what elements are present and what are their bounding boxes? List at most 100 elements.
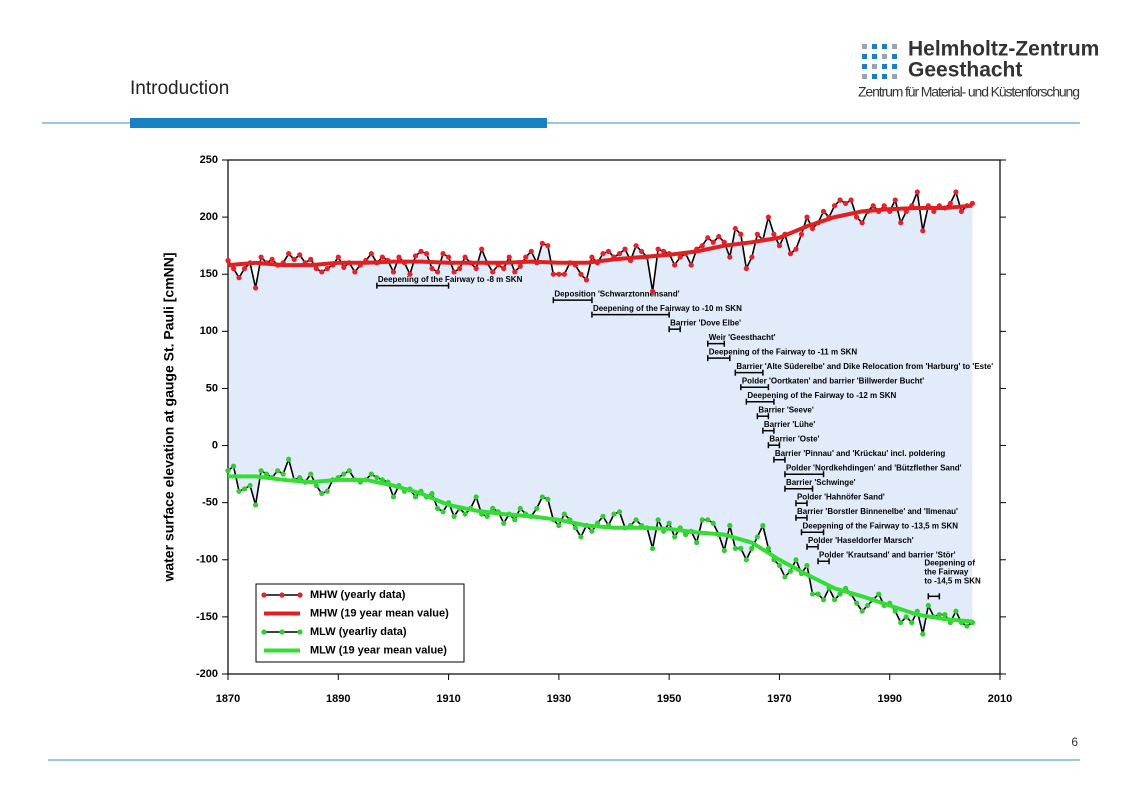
series-marker xyxy=(578,534,584,540)
series-marker xyxy=(561,271,567,277)
legend-label: MLW (yearliy data) xyxy=(310,626,407,638)
legend-marker xyxy=(297,629,303,635)
series-marker xyxy=(798,231,805,237)
series-marker xyxy=(743,557,749,563)
annotation-label: Deposition 'Schwarztonnensand' xyxy=(554,289,679,298)
x-tick-label: 2010 xyxy=(988,693,1012,705)
series-marker xyxy=(605,248,612,254)
series-marker xyxy=(942,612,948,618)
series-marker xyxy=(528,248,534,254)
series-marker xyxy=(230,265,237,272)
series-marker xyxy=(953,608,959,614)
series-marker xyxy=(655,246,661,252)
legend-label: MLW (19 year mean value) xyxy=(310,644,447,656)
legend-marker xyxy=(279,592,285,598)
series-marker xyxy=(412,494,419,500)
logo-text: Helmholtz-Zentrum xyxy=(908,38,1099,61)
series-marker xyxy=(694,540,700,546)
series-marker xyxy=(837,591,843,597)
logo-dot xyxy=(892,54,897,59)
series-marker xyxy=(346,468,352,474)
series-marker xyxy=(776,562,783,569)
series-marker xyxy=(771,231,777,237)
annotation-label: Barrier 'Dove Elbe' xyxy=(670,318,741,327)
series-marker xyxy=(457,265,463,272)
annotation-label: Polder 'Nordkehdingen' and 'Bützflether … xyxy=(786,463,962,472)
series-marker xyxy=(727,522,733,529)
series-marker xyxy=(903,614,909,620)
series-marker xyxy=(837,197,843,203)
series-marker xyxy=(556,522,562,529)
logo-dot xyxy=(872,64,877,69)
legend-label: MHW (19 year mean value) xyxy=(310,607,449,619)
series-marker xyxy=(710,520,716,526)
series-marker xyxy=(517,505,523,511)
series-marker xyxy=(622,246,628,252)
series-marker xyxy=(324,488,330,494)
series-marker xyxy=(848,197,854,203)
series-marker xyxy=(583,277,590,283)
y-axis-label: water surface elevation at gauge St. Pau… xyxy=(161,252,177,582)
series-marker xyxy=(462,511,468,517)
annotation-label: Barrier 'Oste' xyxy=(769,434,819,443)
series-marker xyxy=(319,269,325,275)
series-marker xyxy=(716,233,722,240)
logo-dot xyxy=(872,74,877,79)
series-marker xyxy=(793,246,799,252)
series-marker xyxy=(754,231,760,237)
annotation-label: Polder 'Krautsand' and barrier 'Stör' xyxy=(819,550,956,559)
series-marker xyxy=(572,525,579,531)
series-marker xyxy=(831,597,838,603)
logo-subtext: Zentrum für Material- und Küstenforschun… xyxy=(858,84,1080,100)
series-marker xyxy=(616,251,623,257)
series-marker xyxy=(473,265,479,272)
series-marker xyxy=(407,271,413,277)
series-marker xyxy=(297,252,303,258)
series-marker xyxy=(286,456,292,462)
series-marker xyxy=(352,269,358,275)
x-tick-label: 1910 xyxy=(436,693,460,705)
series-marker xyxy=(815,591,821,597)
logo-dot xyxy=(862,74,867,79)
series-marker xyxy=(484,513,490,519)
series-marker xyxy=(368,471,374,477)
logo-dot xyxy=(882,44,887,49)
series-marker xyxy=(418,248,424,254)
logo-dot xyxy=(892,74,897,79)
series-marker xyxy=(523,254,529,260)
annotation-label: Barrier 'Borstler Binnenelbe' and 'Ilmen… xyxy=(797,507,958,516)
series-marker xyxy=(760,522,766,529)
series-marker xyxy=(258,468,264,474)
x-tick-label: 1930 xyxy=(547,693,571,705)
series-marker xyxy=(545,496,551,502)
series-marker xyxy=(324,265,330,272)
series-marker xyxy=(738,231,744,237)
page-number: 6 xyxy=(1071,735,1078,749)
series-marker xyxy=(589,254,595,260)
series-marker xyxy=(368,251,374,257)
series-marker xyxy=(892,197,898,203)
series-marker xyxy=(633,243,639,249)
annotation-label: Polder 'Hahnöfer Sand' xyxy=(797,492,885,501)
series-marker xyxy=(291,256,297,262)
legend-marker xyxy=(279,629,285,635)
series-marker xyxy=(479,246,485,252)
series-marker xyxy=(738,545,744,551)
series-marker xyxy=(473,494,479,500)
annotation-label: Deepening of the Fairway to -8 m SKN xyxy=(378,275,523,284)
logo-dot xyxy=(862,44,867,49)
series-marker xyxy=(230,463,237,469)
series-marker xyxy=(252,285,259,291)
series-marker xyxy=(672,534,678,540)
series-marker xyxy=(539,240,545,246)
series-marker xyxy=(264,471,270,477)
series-marker xyxy=(650,545,656,551)
series-marker xyxy=(672,262,678,268)
series-marker xyxy=(280,471,286,477)
annotation-label: Polder 'Haseldorfer Marsch' xyxy=(808,536,914,545)
x-tick-label: 1970 xyxy=(767,693,791,705)
series-marker xyxy=(749,545,755,551)
logo-dot xyxy=(872,44,877,49)
